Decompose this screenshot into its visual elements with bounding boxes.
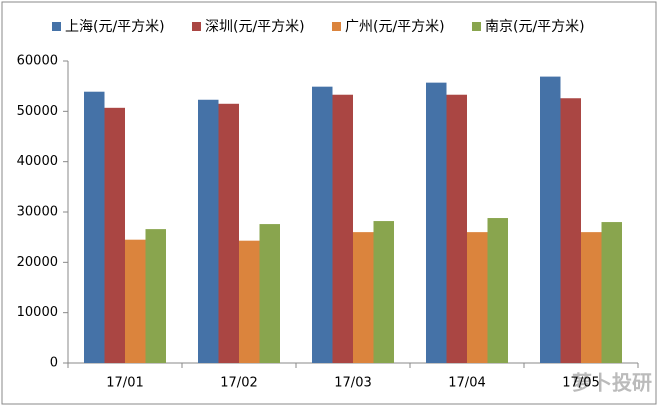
bar xyxy=(312,86,333,364)
y-tick-label: 50000 xyxy=(17,104,58,119)
bar xyxy=(332,94,353,364)
bar xyxy=(259,224,280,363)
bar xyxy=(540,76,561,363)
bar xyxy=(446,94,467,364)
bar xyxy=(487,218,508,363)
legend-label: 上海(元/平方米) xyxy=(65,19,165,35)
bar xyxy=(239,240,260,363)
bar xyxy=(373,221,394,363)
x-tick-label: 17/01 xyxy=(106,376,143,391)
y-tick-label: 60000 xyxy=(17,54,58,69)
y-tick-label: 10000 xyxy=(17,305,58,320)
bar xyxy=(601,222,622,363)
legend-label: 南京(元/平方米) xyxy=(485,19,585,35)
legend-label: 广州(元/平方米) xyxy=(345,19,445,35)
watermark: 萝卜投研 xyxy=(572,371,652,395)
bar xyxy=(125,239,146,363)
bar xyxy=(581,232,602,363)
legend-label: 深圳(元/平方米) xyxy=(205,19,305,35)
bar xyxy=(426,82,447,363)
legend-swatch xyxy=(332,22,341,31)
bar xyxy=(467,232,488,363)
bar xyxy=(198,99,219,364)
x-tick-label: 17/03 xyxy=(334,376,371,391)
y-tick-label: 40000 xyxy=(17,154,58,169)
y-tick-label: 20000 xyxy=(17,255,58,270)
bar xyxy=(353,232,374,363)
legend-swatch xyxy=(52,22,61,31)
bar xyxy=(145,229,166,363)
legend-swatch xyxy=(472,22,481,31)
y-tick-label: 0 xyxy=(50,356,58,371)
bar xyxy=(84,91,105,363)
y-tick-label: 30000 xyxy=(17,205,58,220)
bar xyxy=(560,98,581,363)
legend-swatch xyxy=(192,22,201,31)
bar xyxy=(218,103,239,364)
x-tick-label: 17/04 xyxy=(448,376,485,391)
x-tick-label: 17/05 xyxy=(562,376,599,391)
x-tick-label: 17/02 xyxy=(220,376,257,391)
bar xyxy=(104,107,125,363)
